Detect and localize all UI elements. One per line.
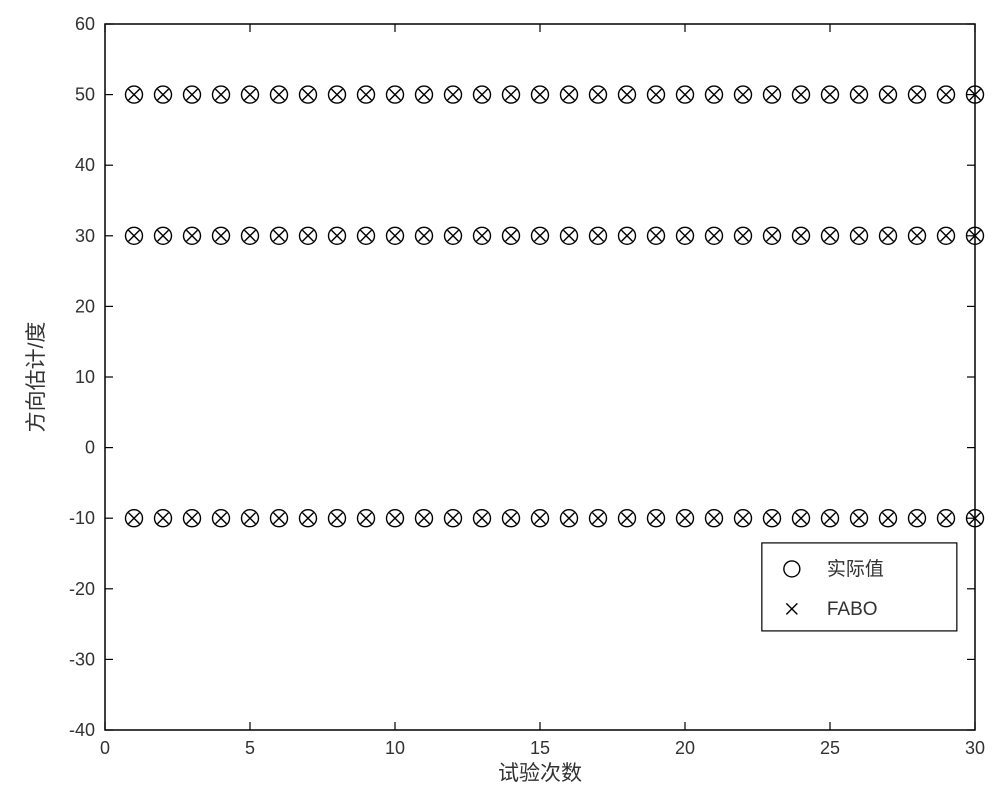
chart-container: 0 5 10 15 20 25 30 -40 -30 -20 -10 0 10 20 30 40 50 60 试验次… (0, 0, 1000, 786)
svg-text:-20: -20 (69, 579, 95, 599)
svg-text:10: 10 (75, 367, 95, 387)
svg-text:50: 50 (75, 85, 95, 105)
svg-text:10: 10 (385, 738, 405, 758)
svg-text:FABO: FABO (827, 599, 878, 620)
svg-text:30: 30 (75, 226, 95, 246)
svg-text:实际值: 实际值 (827, 558, 884, 580)
svg-text:25: 25 (820, 738, 840, 758)
svg-text:-40: -40 (69, 720, 95, 740)
svg-text:15: 15 (530, 738, 550, 758)
svg-text:方向估计/度: 方向估计/度 (25, 322, 48, 433)
scatter-chart: 0 5 10 15 20 25 30 -40 -30 -20 -10 0 10 20 30 40 50 60 试验次… (0, 0, 1000, 786)
svg-text:0: 0 (85, 438, 95, 458)
svg-text:20: 20 (675, 738, 695, 758)
svg-text:5: 5 (245, 738, 255, 758)
svg-text:60: 60 (75, 14, 95, 34)
svg-text:0: 0 (100, 738, 110, 758)
svg-text:40: 40 (75, 155, 95, 175)
svg-text:-30: -30 (69, 649, 95, 669)
svg-text:-10: -10 (69, 508, 95, 528)
svg-text:30: 30 (965, 738, 985, 758)
svg-text:试验次数: 试验次数 (498, 762, 582, 785)
svg-text:20: 20 (75, 296, 95, 316)
